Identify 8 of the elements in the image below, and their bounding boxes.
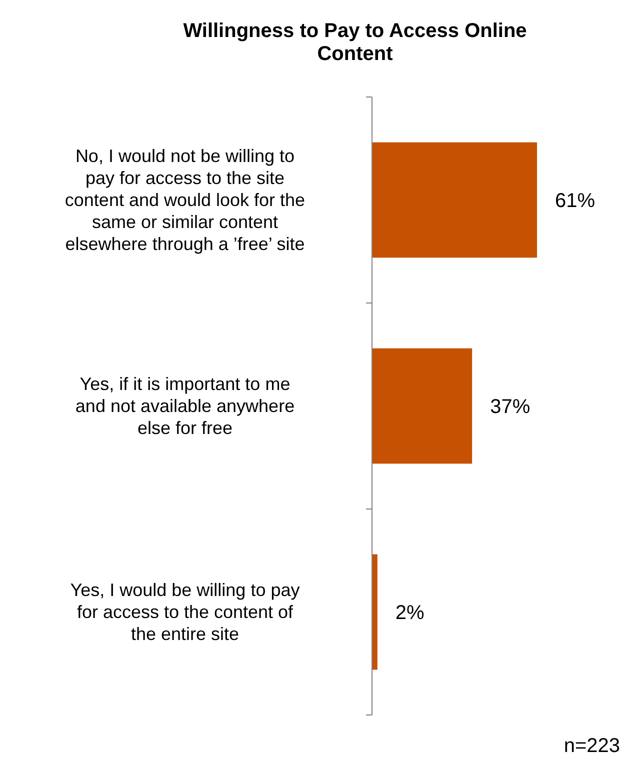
y-tick-label: No, I would not be willing to pay for access to the site content and would look for the same or similar content elsewhere through a ’free’ site — [64, 146, 306, 254]
text: n=223 — [564, 735, 620, 757]
y-tick-label: Yes, I would be willing to pay for access to the content of the entire site — [70, 580, 300, 644]
data-label: 37% — [490, 396, 530, 418]
chart-title: Willingness to Pay to Access Online Content — [183, 20, 527, 65]
y-tick-label: Yes, if it is important to me and not available anywhere else for free — [75, 374, 295, 438]
data-label: 61% — [555, 190, 596, 212]
data-label: 2% — [395, 602, 425, 624]
